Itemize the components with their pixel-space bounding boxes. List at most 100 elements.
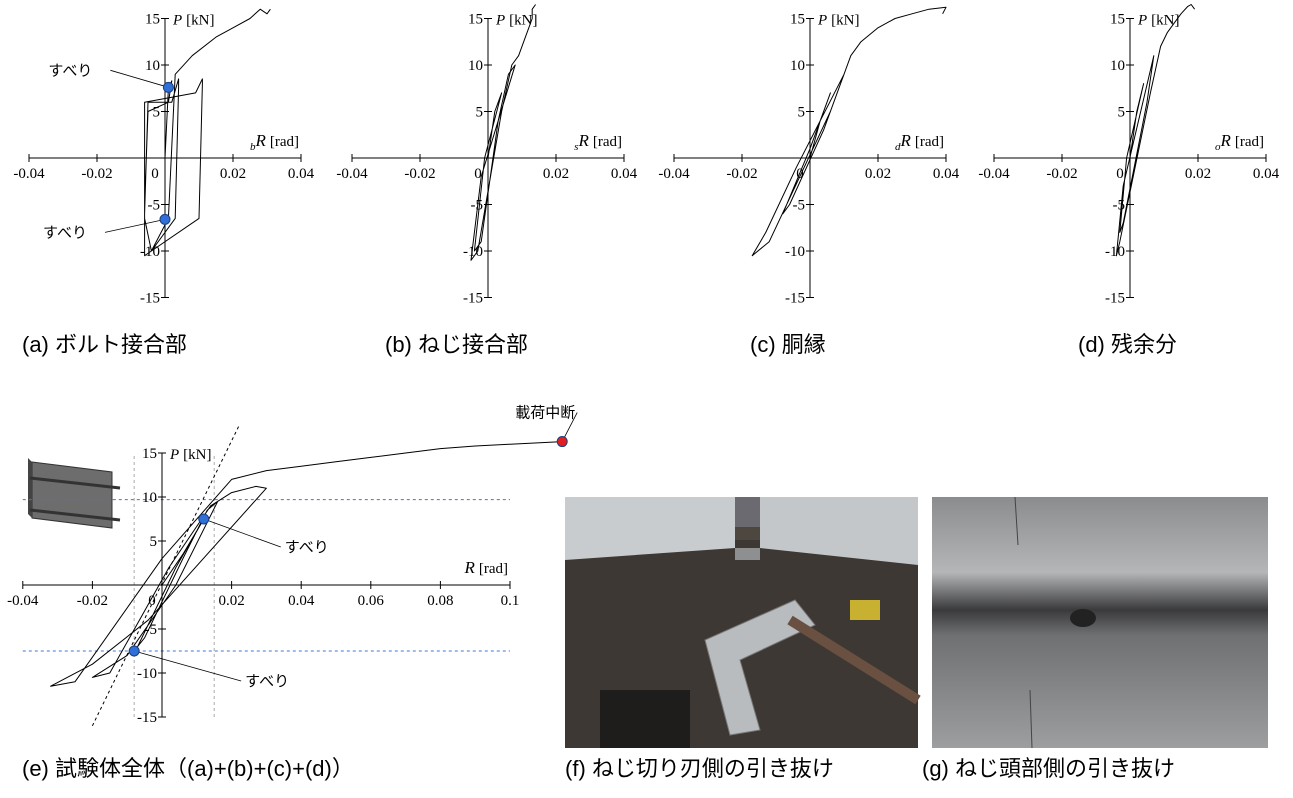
x-tick-label: -0.02 [77,593,108,609]
hysteresis-curve [751,6,947,257]
x-tick-label: -0.02 [1046,166,1077,182]
x-label-unit: [rad] [479,561,508,577]
y-axis-label: P [kN] [1137,13,1180,29]
x-tick-label: -0.04 [13,166,45,182]
x-axis-label: dR [rad] [895,131,944,153]
annotation: すべり [245,673,289,690]
marker-point [128,645,140,657]
y-label-var: P [817,13,827,29]
y-tick-label: 15 [145,12,160,28]
y-label-unit: [kN] [1151,13,1179,29]
x-tick-label: 0 [1116,166,1124,182]
ref-diagonal [91,426,240,727]
caption: (c) 胴縁 [750,332,826,357]
y-tick-label: 10 [142,490,157,506]
y-tick-label: -10 [785,244,805,260]
caption: (b) ねじ接合部 [385,332,528,357]
x-label-sub: o [1215,141,1221,153]
y-tick-label: 10 [145,58,160,74]
y-tick-label: -5 [793,198,806,214]
x-tick-label: 0 [796,166,804,182]
y-tick-label: -15 [785,291,805,307]
marker-point [556,436,568,448]
y-tick-label: 5 [150,534,158,550]
marker-point [162,81,174,93]
y-tick-label: 15 [468,12,483,28]
leader-line [134,650,242,682]
y-label-unit: [kN] [183,447,211,463]
y-tick-label: 5 [476,105,484,121]
x-tick-label: 0.02 [543,166,569,182]
x-tick-label: 0.06 [358,593,385,609]
x-tick-label: 0.02 [1185,166,1211,182]
x-label-var: R [577,131,589,150]
x-tick-label: -0.02 [81,166,112,182]
y-tick-label: 15 [142,446,157,462]
y-label-var: P [172,13,182,29]
y-tick-label: -10 [137,666,157,682]
y-label-var: P [495,13,505,29]
x-label-var: R [254,131,266,150]
y-tick-label: 5 [798,105,806,121]
y-label-unit: [kN] [831,13,859,29]
x-axis-label: bR [rad] [250,131,299,153]
caption: (a) ボルト接合部 [22,332,187,357]
x-axis-label: oR [rad] [1215,131,1264,153]
specimen-icon [28,458,121,529]
y-tick-label: -15 [1105,291,1125,307]
x-tick-label: 0 [151,166,159,182]
x-tick-label: -0.04 [978,166,1010,182]
x-label-sub: s [574,141,578,153]
photo-g [932,496,1268,749]
y-label-var: P [1137,13,1147,29]
y-tick-label: 15 [790,12,805,28]
y-label-unit: [kN] [509,13,537,29]
x-label-var: R [1219,131,1231,150]
x-tick-label: -0.04 [7,593,39,609]
x-tick-label: -0.04 [336,166,368,182]
x-label-unit: [rad] [1235,134,1264,150]
y-axis-label: P [kN] [169,447,212,463]
photo-caption: (g) ねじ頭部側の引き抜け [922,756,1175,781]
annotation: 載荷中断 [515,405,575,422]
leader-line [104,218,166,233]
hysteresis-curve [144,8,271,257]
x-tick-label: 0.08 [427,593,453,609]
y-label-unit: [kN] [186,13,214,29]
caption: (e) 試験体全体（(a)+(b)+(c)+(d)） [22,756,354,781]
annotation: すべり [285,539,329,556]
hysteresis-curve [1115,4,1196,257]
photo-caption: (f) ねじ切り刃側の引き抜け [565,756,834,781]
x-tick-label: 0 [474,166,482,182]
y-tick-label: -15 [140,291,160,307]
y-tick-label: 5 [1118,105,1126,121]
photo-f [565,497,921,748]
y-tick-label: -15 [463,291,483,307]
x-tick-label: 0.04 [1253,166,1280,182]
caption: (d) 残余分 [1078,332,1177,357]
x-label-var: R [899,131,911,150]
x-tick-label: 0 [148,593,156,609]
x-tick-label: 0.02 [865,166,891,182]
x-tick-label: -0.02 [404,166,435,182]
x-label-var: R [463,558,475,577]
x-tick-label: 0.04 [288,166,315,182]
x-label-sub: b [250,141,256,153]
y-label-var: P [169,447,179,463]
x-tick-label: 0.1 [501,593,520,609]
x-label-unit: [rad] [270,134,299,150]
x-label-unit: [rad] [593,134,622,150]
y-tick-label: -10 [1105,244,1125,260]
leader-line [203,518,281,548]
x-tick-label: -0.04 [658,166,690,182]
y-tick-label: 10 [468,58,483,74]
y-axis-label: P [kN] [172,13,215,29]
x-label-unit: [rad] [915,134,944,150]
x-tick-label: 0.04 [611,166,638,182]
y-tick-label: 15 [1110,12,1125,28]
x-label-sub: d [895,141,901,153]
